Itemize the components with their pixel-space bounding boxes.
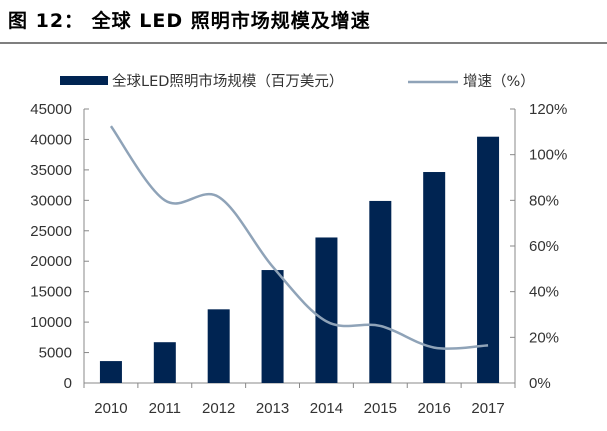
bar (315, 237, 338, 383)
left-tick-label: 15000 (30, 284, 72, 301)
title-rule (0, 42, 607, 44)
bar (153, 342, 176, 383)
x-tick-label: 2013 (256, 400, 289, 417)
left-tick-label: 20000 (30, 253, 72, 270)
legend-bar-swatch (60, 76, 108, 85)
right-tick-label: 40% (529, 284, 559, 301)
bar (207, 309, 230, 383)
x-tick-label: 2010 (94, 400, 127, 417)
x-tick-label: 2012 (202, 400, 235, 417)
bar (369, 200, 392, 383)
right-tick-label: 20% (529, 329, 559, 346)
left-tick-label: 10000 (30, 314, 72, 331)
x-tick-label: 2016 (418, 400, 451, 417)
right-tick-label: 120% (529, 101, 567, 118)
left-tick-label: 5000 (39, 345, 72, 362)
legend-bar-label: 全球LED照明市场规模（百万美元） (112, 72, 343, 90)
bar (99, 361, 122, 383)
x-tick-label: 2014 (310, 400, 343, 417)
right-tick-label: 60% (529, 238, 559, 255)
bar (261, 270, 284, 383)
figure-title: 图 12： 全球 LED 照明市场规模及增速 (8, 10, 371, 32)
left-tick-label: 35000 (30, 162, 72, 179)
x-tick-label: 2015 (364, 400, 397, 417)
left-tick-label: 0 (64, 375, 72, 392)
right-tick-label: 80% (529, 192, 559, 209)
left-tick-label: 45000 (30, 101, 72, 118)
x-tick-label: 2011 (149, 400, 181, 417)
left-tick-label: 30000 (30, 192, 72, 209)
right-tick-label: 100% (529, 147, 567, 164)
left-tick-label: 25000 (30, 223, 72, 240)
growth-line (109, 125, 489, 350)
bar (477, 136, 500, 383)
bar (423, 172, 446, 383)
left-tick-label: 40000 (30, 131, 72, 148)
legend-line-label: 增速（%） (463, 73, 535, 90)
right-tick-label: 0% (529, 375, 551, 392)
x-tick-label: 2017 (471, 400, 504, 417)
